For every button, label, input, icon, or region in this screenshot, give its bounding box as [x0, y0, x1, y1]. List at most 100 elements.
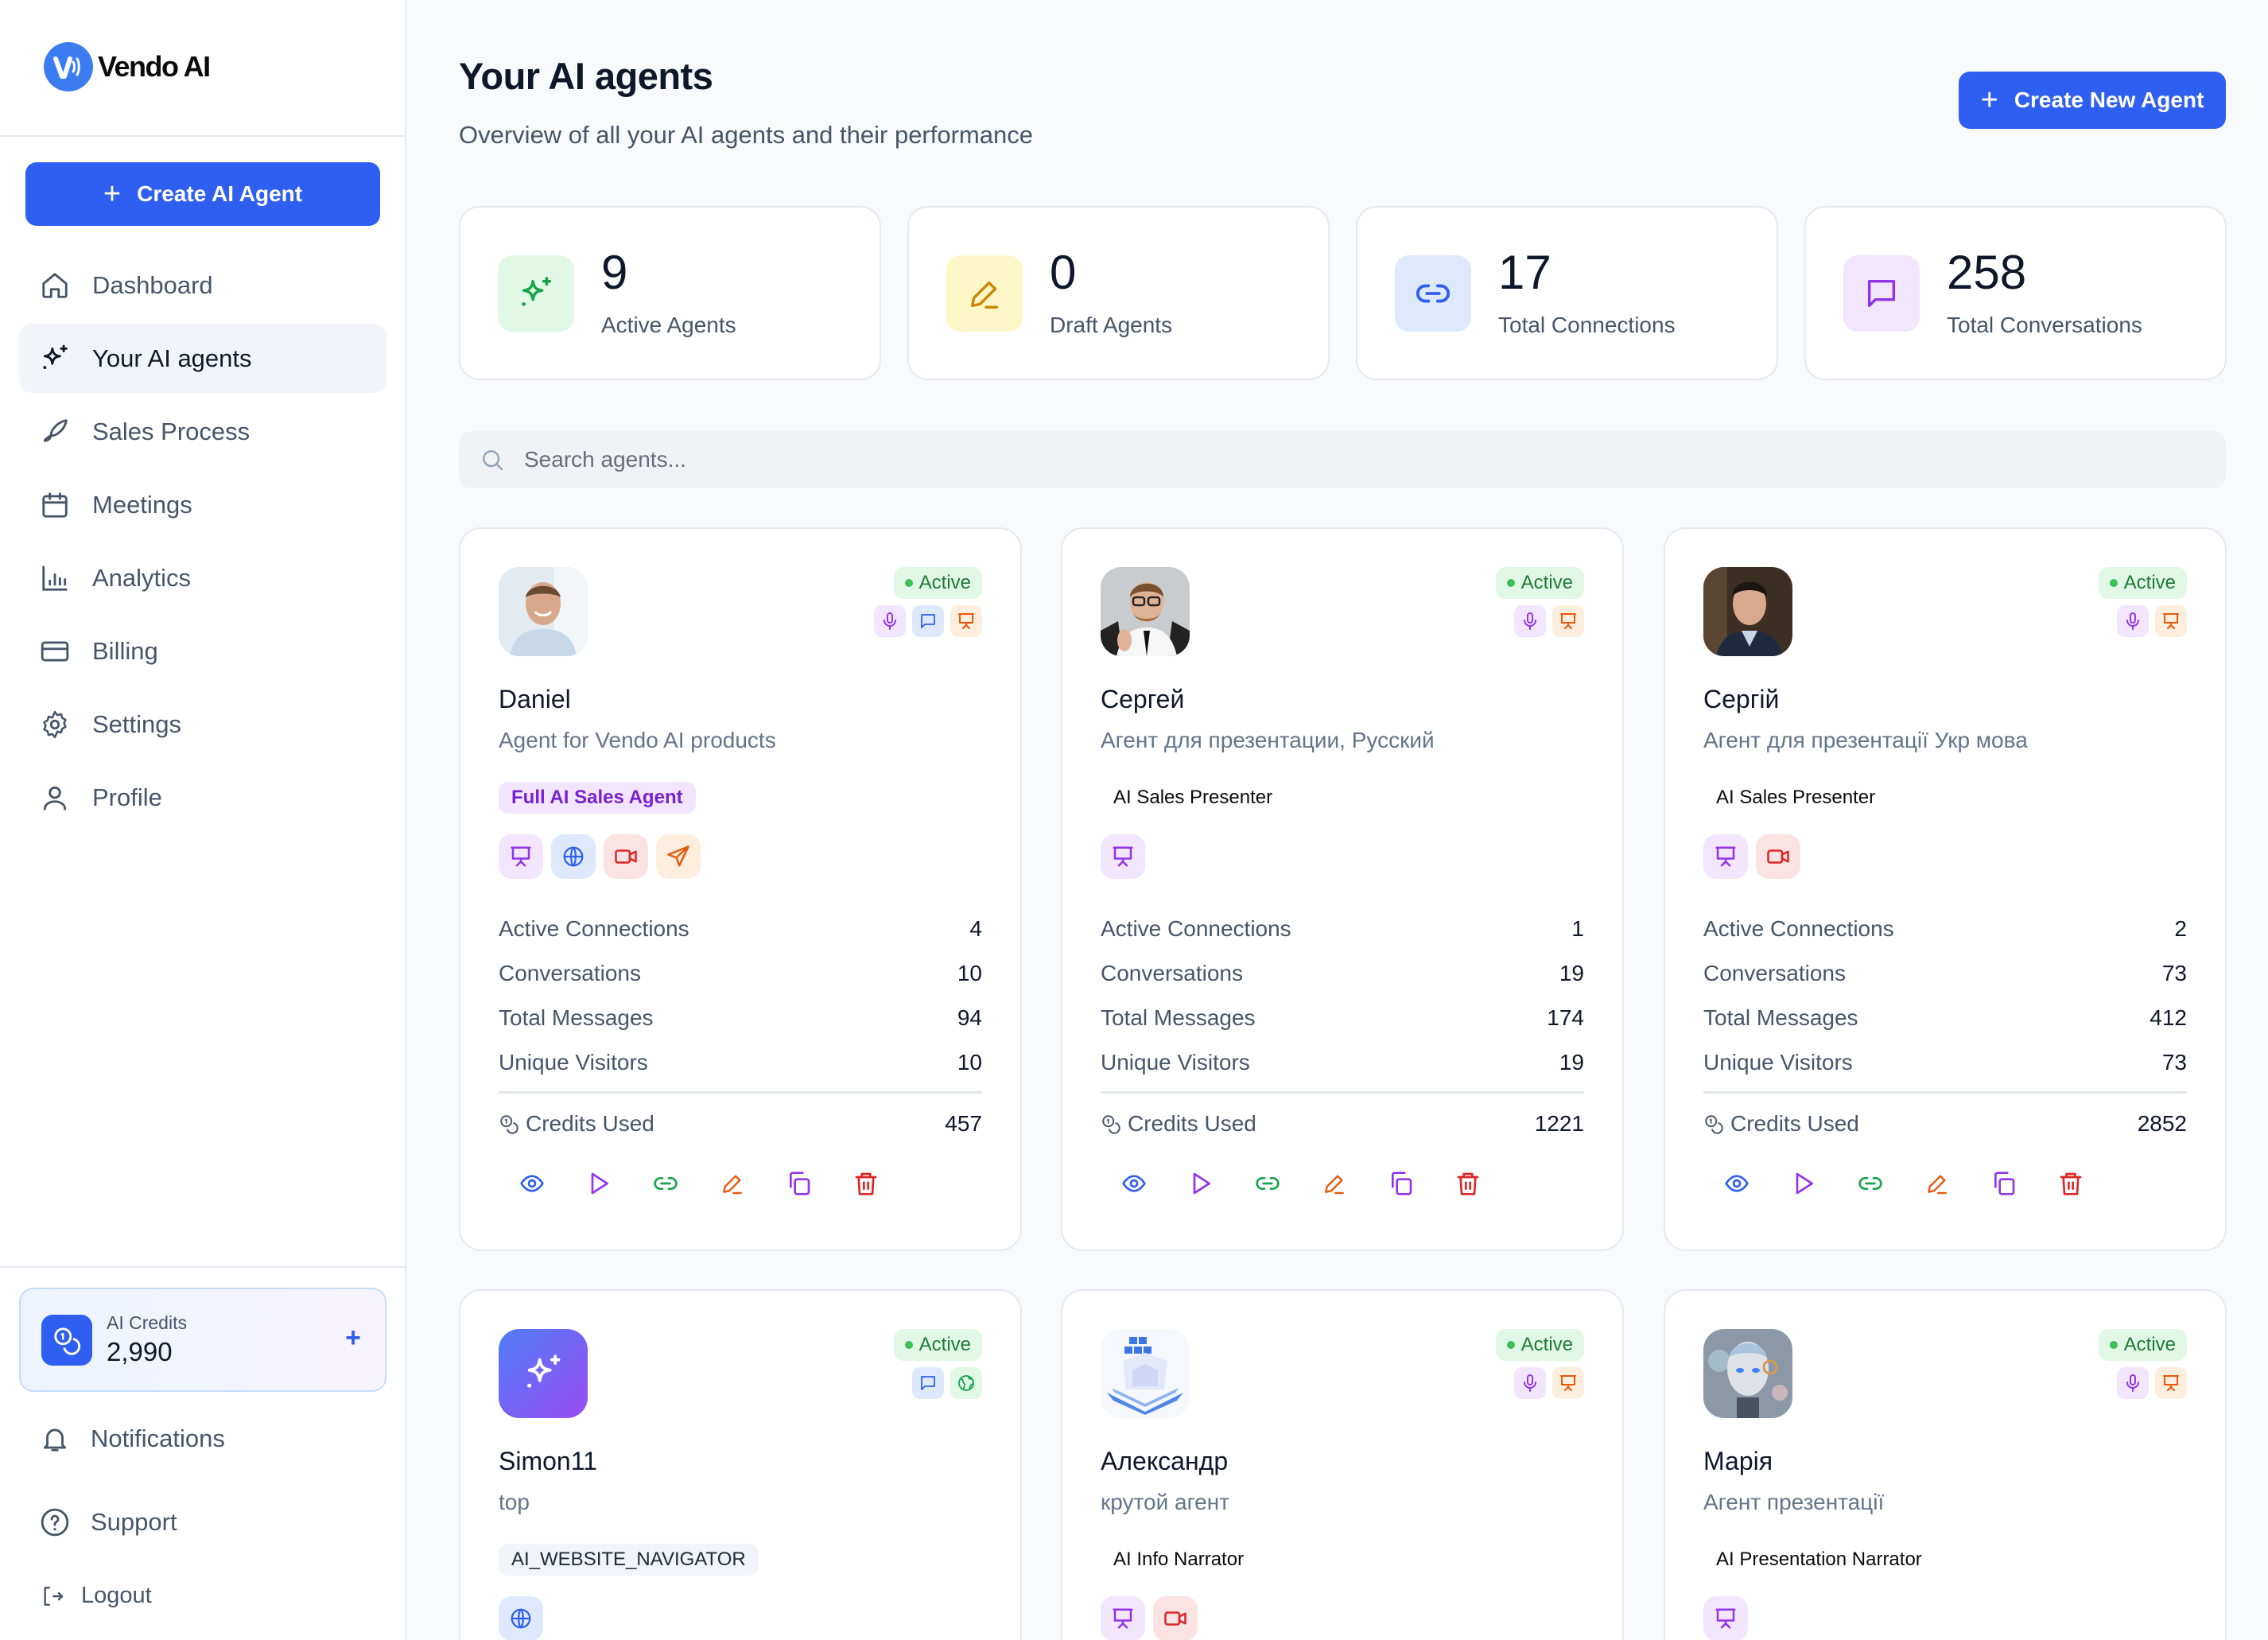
brand-logo[interactable]: Vendo AI — [44, 41, 211, 92]
presentation-icon — [1101, 1596, 1145, 1640]
agent-description: крутой агент — [1101, 1490, 1230, 1514]
chat-icon — [912, 605, 944, 637]
presentation-icon — [499, 834, 543, 879]
channel-icons — [2117, 1367, 2187, 1399]
coins-icon — [499, 1113, 519, 1134]
presentation-icon — [1552, 605, 1584, 637]
stat-conversations: Conversations 10 — [499, 961, 982, 985]
sidebar-item-settings[interactable]: Settings — [19, 690, 386, 759]
stat-conversations: Conversations 19 — [1101, 961, 1584, 985]
sidebar-item-billing[interactable]: Billing — [19, 616, 386, 686]
link-icon — [1858, 1171, 1883, 1196]
test-button[interactable] — [1770, 1161, 1837, 1206]
sidebar-item-analytics[interactable]: Analytics — [19, 543, 386, 612]
search-icon — [480, 447, 505, 472]
duplicate-button[interactable] — [1368, 1161, 1435, 1206]
stat-total-messages: Total Messages 174 — [1101, 1005, 1584, 1030]
duplicate-button[interactable] — [766, 1161, 833, 1206]
trash-icon — [2058, 1171, 2084, 1196]
agent-name: Сергей — [1101, 685, 1185, 713]
stat-active-connections: Active Connections 2 — [1703, 916, 2187, 941]
eye-icon — [1121, 1171, 1147, 1196]
add-credits-button[interactable]: + — [345, 1323, 361, 1353]
page-title: Your AI agents — [459, 55, 713, 97]
status-dot — [1506, 1341, 1515, 1349]
stat-card-active-agents: 9 Active Agents — [459, 206, 881, 380]
sidebar-item-support[interactable]: Support — [40, 1507, 177, 1537]
stat-total-messages: Total Messages 94 — [499, 1005, 982, 1030]
test-button[interactable] — [1167, 1161, 1234, 1206]
logout-button[interactable]: Logout — [40, 1583, 152, 1609]
gear-icon — [40, 709, 70, 740]
sidebar-item-meetings[interactable]: Meetings — [19, 470, 386, 539]
status-badge: Active — [2098, 567, 2187, 599]
eye-icon — [1724, 1171, 1750, 1196]
stats-divider — [1101, 1091, 1584, 1094]
delete-button[interactable] — [2037, 1161, 2104, 1206]
agent-avatar — [499, 567, 588, 656]
stat-credits-used: Credits Used 457 — [499, 1102, 982, 1146]
sidebar-item-profile[interactable]: Profile — [19, 763, 386, 832]
agent-card[interactable]: Active Daniel Agent for Vendo AI product… — [459, 527, 1022, 1251]
agent-avatar — [1703, 1329, 1792, 1418]
stat-active-connections: Active Connections 4 — [499, 916, 982, 941]
copy-icon — [1991, 1171, 2017, 1196]
view-button[interactable] — [499, 1161, 565, 1206]
earth-icon — [950, 1367, 982, 1399]
stat-unique-visitors: Unique Visitors 10 — [499, 1050, 982, 1075]
connect-button[interactable] — [1234, 1161, 1301, 1206]
create-ai-agent-button[interactable]: + Create AI Agent — [25, 162, 380, 226]
connect-button[interactable] — [1837, 1161, 1904, 1206]
sidebar-item-dashboard[interactable]: Dashboard — [19, 251, 386, 320]
credit-card-icon — [40, 636, 70, 666]
delete-button[interactable] — [833, 1161, 899, 1206]
test-button[interactable] — [565, 1161, 632, 1206]
create-new-agent-button[interactable]: + Create New Agent — [1959, 72, 2226, 129]
edit-button[interactable] — [699, 1161, 766, 1206]
duplicate-button[interactable] — [1971, 1161, 2037, 1206]
sidebar-item-sales-process[interactable]: Sales Process — [19, 397, 386, 466]
agent-card[interactable]: Active Сергей Агент для презентации, Рус… — [1061, 527, 1624, 1251]
agent-name: Simon11 — [499, 1447, 597, 1475]
pencil-icon — [1924, 1171, 1950, 1196]
edit-button[interactable] — [1301, 1161, 1368, 1206]
status-dot — [1506, 579, 1515, 587]
agent-card[interactable]: Active Simon11 top AI_WEBSITE_NAVIGATOR — [459, 1289, 1022, 1640]
status-dot — [904, 1341, 913, 1349]
view-button[interactable] — [1703, 1161, 1770, 1206]
stat-unique-visitors: Unique Visitors 19 — [1101, 1050, 1584, 1075]
brand-name: Vendo AI — [98, 50, 211, 83]
eye-icon — [519, 1171, 545, 1196]
agent-name: Сергій — [1703, 685, 1780, 713]
feature-icons — [499, 834, 701, 879]
sidebar-item-notifications[interactable]: Notifications — [40, 1424, 225, 1454]
vendo-logo-icon — [44, 42, 93, 91]
agent-type-badge: AI_WEBSITE_NAVIGATOR — [499, 1544, 759, 1576]
card-actions — [499, 1161, 899, 1206]
status-badge: Active — [2098, 1329, 2187, 1361]
status-dot — [904, 579, 913, 587]
mic-icon — [874, 605, 906, 637]
agent-name: Daniel — [499, 685, 571, 713]
sidebar-nav: Dashboard Your AI agents Sales Process M… — [19, 251, 386, 836]
channel-icons — [1514, 1367, 1584, 1399]
help-circle-icon — [40, 1507, 70, 1537]
agent-card[interactable]: Active Александр крутой агент AI Info Na… — [1061, 1289, 1624, 1640]
mic-icon — [2117, 1367, 2149, 1399]
status-badge: Active — [893, 567, 982, 599]
agent-description: top — [499, 1490, 530, 1514]
status-badge: Active — [893, 1329, 982, 1361]
search-input[interactable] — [524, 447, 2115, 472]
sidebar-item-your-ai-agents[interactable]: Your AI agents — [19, 324, 386, 393]
agent-stats: Active Connections 4 Conversations 10 Tota… — [499, 907, 982, 1146]
view-button[interactable] — [1101, 1161, 1167, 1206]
agent-card[interactable]: Active Сергій Агент для презентації Укр … — [1664, 527, 2227, 1251]
delete-button[interactable] — [1435, 1161, 1501, 1206]
plus-icon: + — [1980, 84, 1998, 117]
ai-credits-card[interactable]: AI Credits 2,990 + — [19, 1288, 386, 1392]
status-badge: Active — [1495, 1329, 1584, 1361]
agent-card[interactable]: Active Марія Агент презентації AI Presen… — [1664, 1289, 2227, 1640]
connect-button[interactable] — [632, 1161, 699, 1206]
stats-divider — [499, 1091, 982, 1094]
edit-button[interactable] — [1904, 1161, 1971, 1206]
